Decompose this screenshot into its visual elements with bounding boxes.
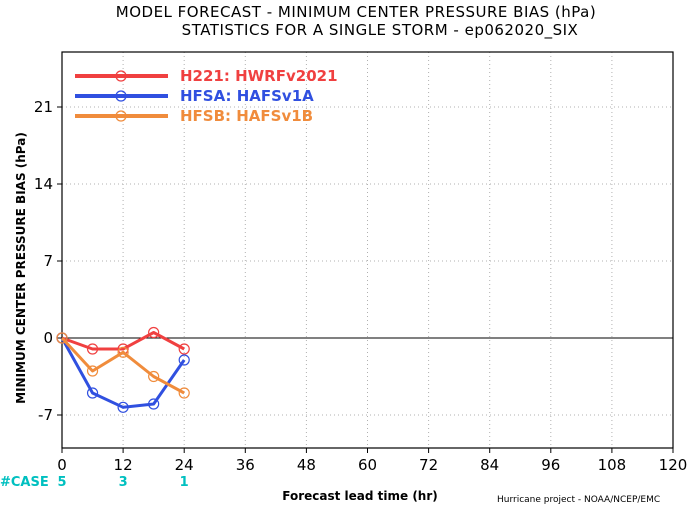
x-tick-label: 120 <box>659 456 688 474</box>
legend-label-0: H221: HWRFv2021 <box>180 67 338 85</box>
y-tick-label: 7 <box>43 252 53 270</box>
legend-label-2: HFSB: HAFSv1B <box>180 107 313 125</box>
y-axis-label: MINIMUM CENTER PRESSURE BIAS (hPa) <box>14 132 28 404</box>
x-tick-label: 84 <box>480 456 499 474</box>
series-point-2 <box>56 332 68 344</box>
series-point-0 <box>178 343 190 355</box>
series-point-2 <box>117 346 129 358</box>
series-line-0 <box>61 331 185 351</box>
x-tick-label: 48 <box>297 456 316 474</box>
case-count: 3 <box>119 475 128 490</box>
axes: 0 12 24 36 48 60 72 84 96 108 120 -7 0 7 14 21 <box>34 51 688 474</box>
grid <box>62 52 673 448</box>
x-axis-label: Forecast lead time (hr) <box>282 489 438 503</box>
series-point-1 <box>117 401 129 413</box>
series-point-2 <box>86 365 99 377</box>
x-tick-label: 108 <box>598 456 627 474</box>
y-tick-label: 21 <box>34 98 53 116</box>
series-line-1 <box>60 337 186 409</box>
x-tick-label: 72 <box>419 456 438 474</box>
legend-marker-2 <box>115 110 127 122</box>
series-layer <box>56 326 190 413</box>
x-tick-label: 0 <box>57 456 67 474</box>
chart-title-line1: MODEL FORECAST - MINIMUM CENTER PRESSURE… <box>116 3 596 21</box>
x-tick-label: 96 <box>541 456 560 474</box>
chart-title-line2: STATISTICS FOR A SINGLE STORM - ep062020… <box>182 21 579 40</box>
x-tick-label: 36 <box>236 456 255 474</box>
series-point-0 <box>86 343 99 355</box>
case-label: #CASE <box>0 475 49 490</box>
credit-text: Hurricane project - NOAA/NCEP/EMC <box>497 495 660 505</box>
y-tick-label: 0 <box>43 329 53 347</box>
legend: H221: HWRFv2021 HFSA: HAFSv1A HFSB: HAFSv1… <box>75 67 338 125</box>
case-count: 5 <box>57 475 66 490</box>
x-tick-label: 24 <box>175 456 194 474</box>
series-point-1 <box>178 354 190 366</box>
x-tick-label: 12 <box>114 456 133 474</box>
legend-marker-1 <box>115 90 127 102</box>
legend-marker-0 <box>115 70 127 82</box>
series-point-0 <box>148 326 160 339</box>
case-counts: 5 3 1 <box>57 475 188 490</box>
series-point-1 <box>148 398 160 410</box>
x-tick-label: 60 <box>358 456 377 474</box>
series-point-2 <box>148 370 160 383</box>
y-tick-label: 14 <box>34 175 53 193</box>
legend-label-1: HFSA: HAFSv1A <box>180 87 314 105</box>
case-count: 1 <box>180 475 189 490</box>
series-point-2 <box>178 387 190 399</box>
series-line-2 <box>60 336 185 395</box>
series-point-1 <box>86 387 99 399</box>
y-tick-label: -7 <box>38 406 53 424</box>
